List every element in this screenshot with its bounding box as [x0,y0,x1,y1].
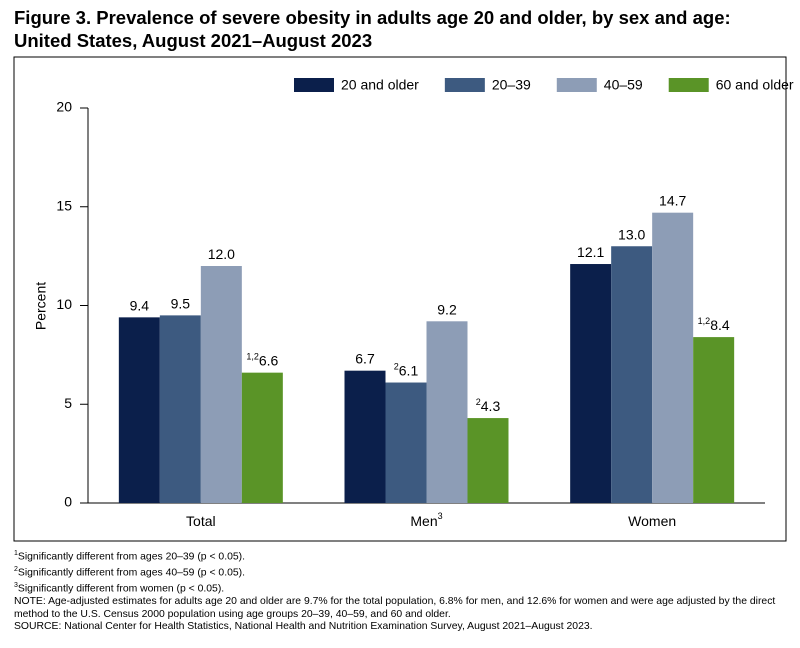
chart-title: Figure 3. Prevalence of severe obesity i… [14,6,731,52]
data-label: 9.5 [171,295,191,311]
footnote-mark: 1 [14,550,18,557]
y-tick-label: 15 [56,197,72,213]
data-label-note: 2 [476,397,481,407]
data-label-value: 14.7 [659,192,686,208]
footnote-text: Significantly different from women (p < … [17,583,225,595]
bar [652,212,694,504]
category-note: 3 [438,511,443,521]
footnote-text: Significantly different from ages 40–59 … [17,567,245,579]
bar [241,372,283,503]
y-axis-label: Percent [33,282,49,330]
bar [159,315,201,503]
y-tick-label: 5 [64,395,72,411]
data-label-value: 9.5 [171,295,191,311]
data-label-value: 9.4 [130,297,150,313]
data-label-value: 12.1 [577,244,604,260]
legend-swatch [556,78,597,92]
data-label-value: 6.6 [259,352,279,368]
data-label-value: 8.4 [710,317,730,333]
data-label-value: 9.2 [437,301,457,317]
bar [611,246,653,503]
legend-swatch [444,78,485,92]
bar [467,418,509,503]
footnote: 1Significantly different from ages 20–39… [14,548,786,564]
source: SOURCE: National Center for Health Stati… [14,621,593,633]
category-name: Men [410,513,437,529]
data-label: 14.7 [659,192,686,208]
data-label-value: 6.7 [355,350,375,366]
data-label: 1,26.6 [246,352,278,368]
category-name: Total [186,513,216,529]
y-tick-label: 0 [64,494,72,510]
data-label: 1,28.4 [698,316,730,332]
x-tick-label: Men3 [410,511,442,528]
y-tick-label: 10 [56,296,72,312]
data-label: 13.0 [618,226,645,242]
data-label-value: 13.0 [618,226,645,242]
footnote: 3Significantly different from women (p <… [14,580,786,596]
data-label-value: 4.3 [481,398,501,414]
footnote-mark: 3 [14,582,18,590]
title-line: Figure 3. Prevalence of severe obesity i… [14,7,731,28]
chart-frame [13,56,787,542]
data-label-note: 1,2 [246,352,259,362]
footnote-text: Significantly different from ages 20–39 … [17,551,245,563]
data-label: 24.3 [476,397,501,413]
legend-label: 60 and older [716,77,794,93]
footnote-mark: 2 [14,566,18,574]
legend-label: 20–39 [492,77,531,93]
data-label: 26.1 [394,362,419,378]
bar [693,337,735,503]
data-label-note: 2 [394,362,399,372]
x-tick-label: Total [186,513,216,529]
data-label: 12.1 [577,244,604,260]
footnote: 2Significantly different from ages 40–59… [14,564,786,580]
data-label: 9.2 [437,301,457,317]
legend-swatch [668,78,709,92]
data-label: 9.4 [130,297,150,313]
legend-swatch [294,78,334,92]
data-label-value: 6.1 [399,362,419,378]
data-label: 12.0 [208,246,235,262]
bar [118,317,160,503]
notes: 1Significantly different from ages 20–39… [14,548,786,634]
bar [426,321,468,503]
title-line: United States, August 2021–August 2023 [14,30,373,51]
bar [200,266,242,503]
y-tick-label: 20 [56,99,72,115]
x-tick-label: Women [628,513,676,529]
data-label-note: 1,2 [698,316,711,326]
data-label-value: 12.0 [208,246,235,262]
note: NOTE: Age-adjusted estimates for adults … [14,596,776,620]
bar [385,382,427,503]
bar [570,264,612,503]
bar [344,370,386,503]
category-name: Women [628,513,676,529]
legend-label: 20 and older [341,77,419,93]
data-label: 6.7 [355,350,375,366]
legend-label: 40–59 [604,77,643,93]
